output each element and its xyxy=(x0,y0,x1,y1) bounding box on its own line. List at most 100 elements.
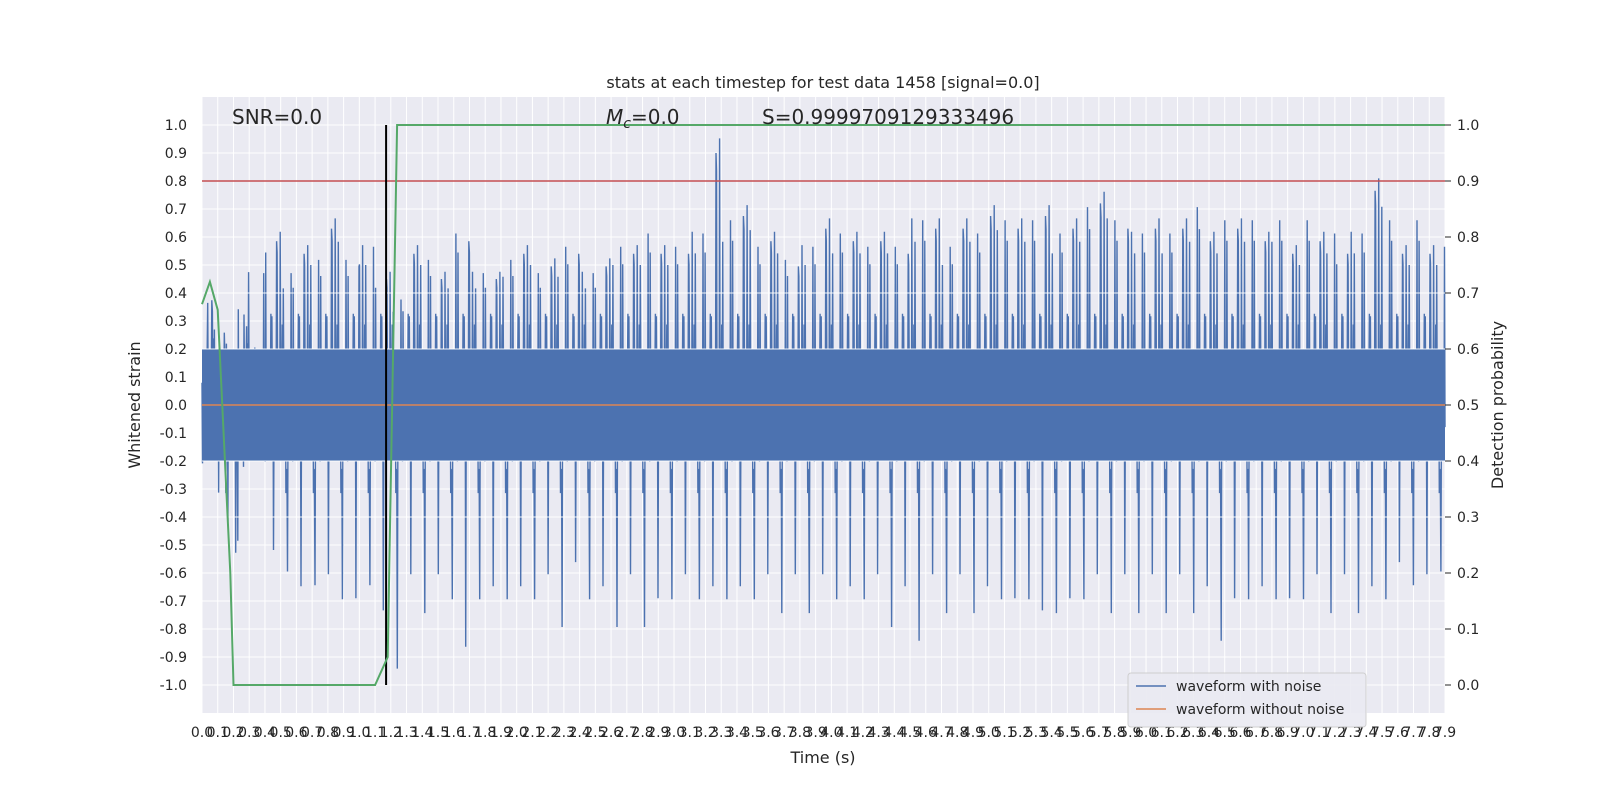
x-tick-label: 1.1 xyxy=(364,725,386,741)
x-tick-label: 3.3 xyxy=(710,725,732,741)
detection-probability-line xyxy=(201,124,1445,686)
y2-tick-label: 0.3 xyxy=(1457,510,1479,526)
y2-tick-label: 0.5 xyxy=(1457,398,1479,414)
legend: waveform with noise waveform without noi… xyxy=(1127,672,1367,728)
x-axis-label: Time (s) xyxy=(789,748,855,767)
y-tick-label: 0.7 xyxy=(165,202,187,218)
x-tick-label: 1.4 xyxy=(411,725,433,741)
y-tick-label: -0.4 xyxy=(160,510,187,526)
x-tick-label: 4.1 xyxy=(836,725,858,741)
x-tick-label: 0.3 xyxy=(238,725,260,741)
x-tick-label: 0.7 xyxy=(301,725,323,741)
annotation-s: S=0.9999709129333496 xyxy=(762,105,1014,129)
x-tick-label: 1.5 xyxy=(427,725,449,741)
y2-tick-label: 0.8 xyxy=(1457,230,1479,246)
x-tick-label: 4.2 xyxy=(852,725,874,741)
x-tick-label: 3.9 xyxy=(805,725,827,741)
x-tick-label: 2.2 xyxy=(537,725,559,741)
x-tick-label: 7.6 xyxy=(1387,725,1409,741)
x-tick-label: 0.2 xyxy=(222,725,244,741)
x-tick-label: 3.8 xyxy=(789,725,811,741)
x-tick-label: 5.7 xyxy=(1088,725,1110,741)
x-tick-label: 4.5 xyxy=(899,725,921,741)
y2-tick-label: 1.0 xyxy=(1457,118,1479,134)
x-tick-label: 1.9 xyxy=(490,725,512,741)
x-tick-label: 6.0 xyxy=(1135,725,1157,741)
x-tick-label: 2.4 xyxy=(568,725,590,741)
x-tick-label: 7.5 xyxy=(1371,725,1393,741)
x-tick-label: 3.5 xyxy=(742,725,764,741)
y-tick-label: 0.2 xyxy=(165,342,187,358)
x-tick-label: 2.3 xyxy=(553,725,575,741)
x-tick-label: 4.3 xyxy=(867,725,889,741)
x-tick-label: 7.9 xyxy=(1434,725,1456,741)
annotation-mc-sub: c xyxy=(623,116,631,132)
overlay-lines xyxy=(201,124,1445,686)
x-tick-label: 2.6 xyxy=(600,725,622,741)
x-tick-label: 7.8 xyxy=(1418,725,1440,741)
chart-title: stats at each timestep for test data 145… xyxy=(606,73,1039,92)
x-axis-ticks: 0.00.10.20.30.40.50.60.70.80.91.01.11.21… xyxy=(191,725,1456,741)
x-tick-label: 0.8 xyxy=(317,725,339,741)
x-tick-label: 3.2 xyxy=(694,725,716,741)
x-tick-label: 1.7 xyxy=(458,725,480,741)
x-tick-label: 4.0 xyxy=(820,725,842,741)
legend-box xyxy=(1127,672,1367,728)
x-tick-label: 0.1 xyxy=(207,725,229,741)
x-tick-label: 7.4 xyxy=(1355,725,1377,741)
y-tick-label: -0.1 xyxy=(160,426,187,442)
x-tick-label: 2.0 xyxy=(506,725,528,741)
y-tick-label: -1.0 xyxy=(160,678,187,694)
y2-tick-label: 0.2 xyxy=(1457,566,1479,582)
annotation-mc-value: =0.0 xyxy=(631,105,680,129)
y2-tick-label: 0.9 xyxy=(1457,174,1479,190)
y-tick-label: 0.5 xyxy=(165,258,187,274)
y-tick-label: 0.8 xyxy=(165,174,187,190)
x-tick-label: 3.1 xyxy=(679,725,701,741)
x-tick-label: 0.0 xyxy=(191,725,213,741)
x-tick-label: 5.0 xyxy=(978,725,1000,741)
x-tick-label: 6.3 xyxy=(1182,725,1204,741)
legend-label-clean: waveform without noise xyxy=(1176,702,1344,718)
x-tick-label: 6.9 xyxy=(1277,725,1299,741)
x-tick-label: 1.2 xyxy=(380,725,402,741)
x-tick-label: 4.7 xyxy=(930,725,952,741)
x-tick-label: 6.2 xyxy=(1166,725,1188,741)
y-axis-ticks: 1.0 0.9 0.8 0.7 0.6 0.5 0.4 0.3 0.2 0.1 0.0 -0.1 -0.… xyxy=(160,118,187,694)
x-tick-label: 6.1 xyxy=(1151,725,1173,741)
x-tick-label: 7.3 xyxy=(1339,725,1361,741)
y2-axis-label: Detection probability xyxy=(1488,321,1507,489)
x-tick-label: 6.6 xyxy=(1229,725,1251,741)
y-tick-label: -0.8 xyxy=(160,622,187,638)
x-tick-label: 1.8 xyxy=(474,725,496,741)
y-tick-label: 1.0 xyxy=(165,118,187,134)
x-tick-label: 0.9 xyxy=(332,725,354,741)
x-tick-label: 2.7 xyxy=(616,725,638,741)
x-tick-label: 5.4 xyxy=(1041,725,1063,741)
x-tick-label: 7.1 xyxy=(1308,725,1330,741)
y-tick-label: -0.9 xyxy=(160,650,187,666)
y-tick-label: 0.6 xyxy=(165,230,187,246)
y2-tick-label: 0.4 xyxy=(1457,454,1479,470)
y-tick-label: -0.7 xyxy=(160,594,187,610)
annotation-mc-symbol: M xyxy=(606,105,623,129)
x-tick-label: 4.4 xyxy=(883,725,905,741)
y-tick-label: 0.1 xyxy=(165,370,187,386)
x-tick-label: 2.9 xyxy=(647,725,669,741)
x-tick-label: 5.3 xyxy=(1025,725,1047,741)
x-tick-label: 3.4 xyxy=(726,725,748,741)
x-tick-label: 0.5 xyxy=(270,725,292,741)
x-tick-label: 7.2 xyxy=(1324,725,1346,741)
x-tick-label: 5.5 xyxy=(1056,725,1078,741)
y2-tick-label: 0.0 xyxy=(1457,678,1479,694)
x-tick-label: 4.8 xyxy=(946,725,968,741)
x-tick-label: 6.5 xyxy=(1214,725,1236,741)
x-tick-label: 7.0 xyxy=(1292,725,1314,741)
x-tick-label: 4.9 xyxy=(962,725,984,741)
annotation-snr: SNR=0.0 xyxy=(232,105,322,129)
y-tick-label: -0.5 xyxy=(160,538,187,554)
x-tick-label: 4.6 xyxy=(915,725,937,741)
x-tick-label: 5.6 xyxy=(1072,725,1094,741)
x-tick-label: 1.6 xyxy=(443,725,465,741)
